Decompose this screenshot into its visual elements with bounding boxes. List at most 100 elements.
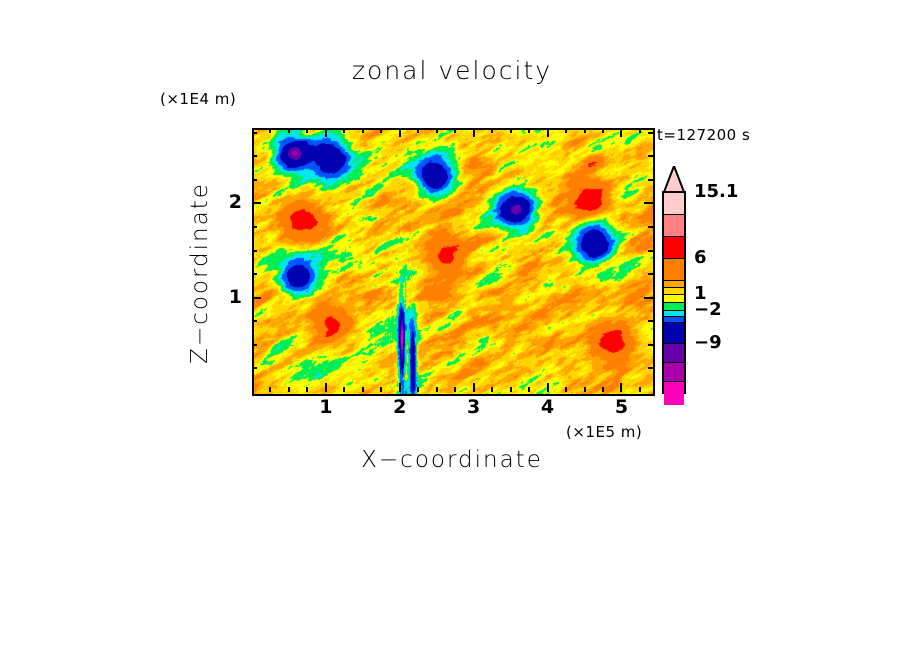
y-axis-minor-tick-right	[648, 367, 653, 370]
x-axis-minor-tick	[491, 387, 494, 392]
x-axis-tick-top	[472, 128, 475, 137]
colorbar-tick-label: 1	[694, 282, 707, 304]
colorbar-band-separator	[664, 280, 684, 282]
x-axis-minor-tick	[380, 387, 383, 392]
x-axis-unit-label: (×1E5 m)	[566, 423, 643, 441]
x-axis-minor-tick-top	[361, 128, 364, 133]
y-axis-tick	[252, 202, 261, 205]
timestamp-annotation: t=127200 s	[657, 126, 751, 144]
colorbar-band	[664, 259, 684, 281]
x-axis-tick-top	[324, 128, 327, 137]
y-axis-minor-tick	[252, 320, 257, 323]
colorbar-band	[664, 310, 684, 317]
colorbar-band-separator	[664, 316, 684, 318]
x-axis-minor-tick-top	[509, 128, 512, 133]
x-axis-tick-label: 4	[540, 396, 555, 418]
x-axis-minor-tick	[435, 387, 438, 392]
colorbar-arrow-icon	[662, 166, 686, 192]
colorbar-band	[664, 343, 684, 363]
colorbar-band	[664, 382, 684, 405]
colorbar-band	[664, 193, 684, 215]
y-axis-minor-tick	[252, 343, 257, 346]
x-axis-minor-tick	[306, 387, 309, 392]
x-axis-tick	[472, 383, 475, 392]
colorbar-tick-label: −2	[694, 298, 722, 320]
x-axis-minor-tick-top	[528, 128, 531, 133]
colorbar-band-separator	[664, 258, 684, 260]
x-axis-minor-tick-top	[454, 128, 457, 133]
y-axis-minor-tick	[252, 131, 257, 134]
x-axis-minor-tick	[287, 387, 290, 392]
y-axis-tick-label: 2	[228, 191, 242, 214]
colorbar-band	[664, 323, 684, 343]
y-axis-minor-tick-right	[648, 155, 653, 158]
x-axis-tick-label: 1	[319, 396, 333, 418]
y-axis-minor-tick-right	[648, 226, 653, 228]
contour-field	[254, 130, 653, 394]
x-axis-minor-tick-top	[343, 128, 346, 133]
x-axis-minor-tick	[361, 387, 364, 392]
x-axis-minor-tick-top	[583, 128, 586, 133]
x-axis-tick-label: 3	[467, 396, 481, 418]
y-axis-minor-tick	[252, 178, 257, 181]
x-axis-minor-tick-top	[565, 128, 568, 133]
y-axis-minor-tick-right	[648, 131, 653, 134]
colorbar	[662, 166, 686, 405]
x-axis-tick-label: 5	[614, 396, 629, 418]
x-axis-tick	[620, 383, 623, 392]
y-axis-minor-tick-right	[648, 178, 653, 181]
colorbar-band	[664, 363, 684, 382]
x-axis-tick-top	[398, 128, 401, 137]
colorbar-band	[664, 294, 684, 302]
x-axis-minor-tick	[509, 387, 512, 392]
x-axis-tick-top	[546, 128, 549, 137]
x-axis-minor-tick-top	[306, 128, 309, 133]
colorbar-band-separator	[664, 362, 684, 364]
colorbar-band-separator	[664, 342, 684, 344]
x-axis-minor-tick	[583, 387, 586, 392]
x-axis-tick	[398, 383, 401, 392]
x-axis-minor-tick	[638, 387, 641, 392]
y-axis-minor-tick-right	[648, 249, 653, 252]
colorbar-band	[664, 317, 684, 323]
x-axis-title: X−coordinate	[361, 447, 543, 473]
x-axis-minor-tick	[417, 387, 420, 392]
colorbar-band	[664, 288, 684, 294]
x-axis-minor-tick-top	[435, 128, 438, 133]
x-axis-minor-tick	[528, 387, 531, 392]
x-axis-minor-tick	[601, 387, 604, 392]
colorbar-band-separator	[664, 287, 684, 288]
x-axis-minor-tick-top	[380, 128, 383, 133]
x-axis-minor-tick	[269, 387, 272, 392]
y-axis-minor-tick	[252, 155, 257, 158]
colorbar-band	[664, 215, 684, 237]
x-axis-minor-tick-top	[601, 128, 604, 133]
colorbar-band-separator	[664, 236, 684, 238]
x-axis-tick-label: 2	[393, 396, 407, 418]
x-axis-minor-tick	[565, 387, 568, 392]
colorbar-band-separator	[664, 381, 684, 383]
y-axis-minor-tick	[252, 273, 257, 276]
colorbar-tick-label: −9	[694, 331, 722, 353]
colorbar-band-separator	[664, 214, 684, 216]
colorbar-band-separator	[664, 301, 684, 303]
x-axis-minor-tick-top	[417, 128, 420, 133]
colorbar-band-separator	[664, 293, 684, 295]
x-axis-minor-tick-top	[491, 128, 494, 133]
colorbar-tick-label: 15.1	[694, 181, 739, 202]
y-axis-unit-label: (×1E4 m)	[160, 90, 237, 108]
y-axis-minor-tick-right	[648, 343, 653, 346]
page-title: zonal velocity	[351, 56, 553, 85]
y-axis-title: Z−coordinate	[187, 182, 213, 364]
x-axis-tick	[324, 383, 327, 392]
y-axis-minor-tick	[252, 226, 257, 228]
y-axis-minor-tick-right	[648, 320, 653, 323]
colorbar-tick-label: 6	[694, 247, 707, 269]
contour-plot-area	[252, 128, 655, 396]
y-axis-tick-right	[644, 202, 653, 205]
y-axis-tick	[252, 296, 261, 299]
colorbar-band-separator	[664, 322, 684, 324]
y-axis-minor-tick	[252, 367, 257, 370]
x-axis-minor-tick-top	[287, 128, 290, 133]
